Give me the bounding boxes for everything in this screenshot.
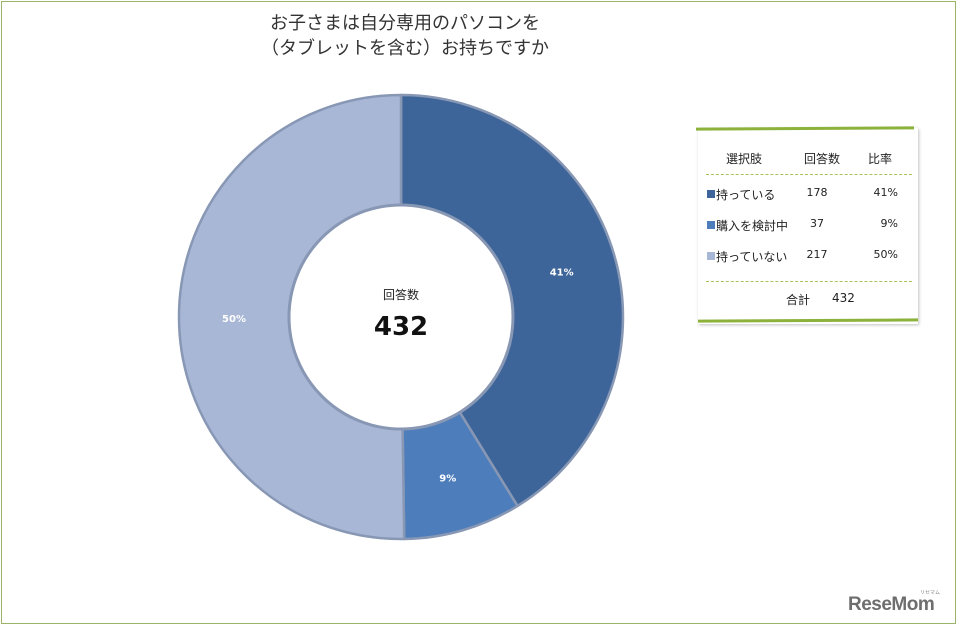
resemom-logo-kana: リセマム: [920, 590, 941, 596]
donut-hole: [287, 203, 515, 431]
table-total-divider: [706, 281, 912, 282]
chart-title-line-2: （タブレットを含む）お持ちですか: [261, 38, 549, 59]
legend-swatch-not-owned: [707, 252, 715, 260]
row-label: 購入を検討中: [716, 219, 789, 233]
center-value: 432: [374, 312, 428, 342]
row-percent: 41%: [873, 186, 898, 199]
center-label: 回答数: [383, 287, 419, 302]
row-percent: 9%: [880, 217, 898, 230]
resemom-logo: ReseMom: [848, 594, 935, 615]
row-label: 持っていない: [716, 250, 788, 264]
table-header-choice: 選択肢: [726, 152, 763, 166]
total-label: 合計: [786, 293, 811, 307]
row-count: 178: [806, 186, 828, 199]
row-count: 37: [810, 217, 824, 230]
summary-table: 選択肢 回答数 比率 持っている 178 41% 購入を検討中 37 9% 持っ…: [695, 126, 919, 324]
table-row: 購入を検討中 37 9%: [698, 217, 918, 233]
table-bottom-rule: [697, 318, 919, 323]
table-row: 持っていない 217 50%: [698, 248, 918, 264]
chart-title-line-1: お子さまは自分専用のパソコンを: [270, 13, 540, 34]
table-header-ratio: 比率: [868, 152, 893, 166]
slice-percent-label: 50%: [222, 314, 246, 325]
table-row: 持っている 178 41%: [698, 186, 918, 202]
table-header-count: 回答数: [804, 152, 841, 166]
row-label: 持っている: [716, 188, 776, 202]
legend-swatch-considering: [707, 221, 715, 229]
legend-swatch-owned: [707, 190, 715, 198]
table-header-divider: [706, 174, 912, 175]
slice-percent-label: 41%: [550, 267, 574, 278]
slice-percent-label: 9%: [439, 473, 456, 484]
total-value: 432: [832, 291, 855, 305]
table-top-rule: [695, 126, 915, 131]
row-count: 217: [806, 248, 828, 261]
row-percent: 50%: [873, 248, 898, 261]
